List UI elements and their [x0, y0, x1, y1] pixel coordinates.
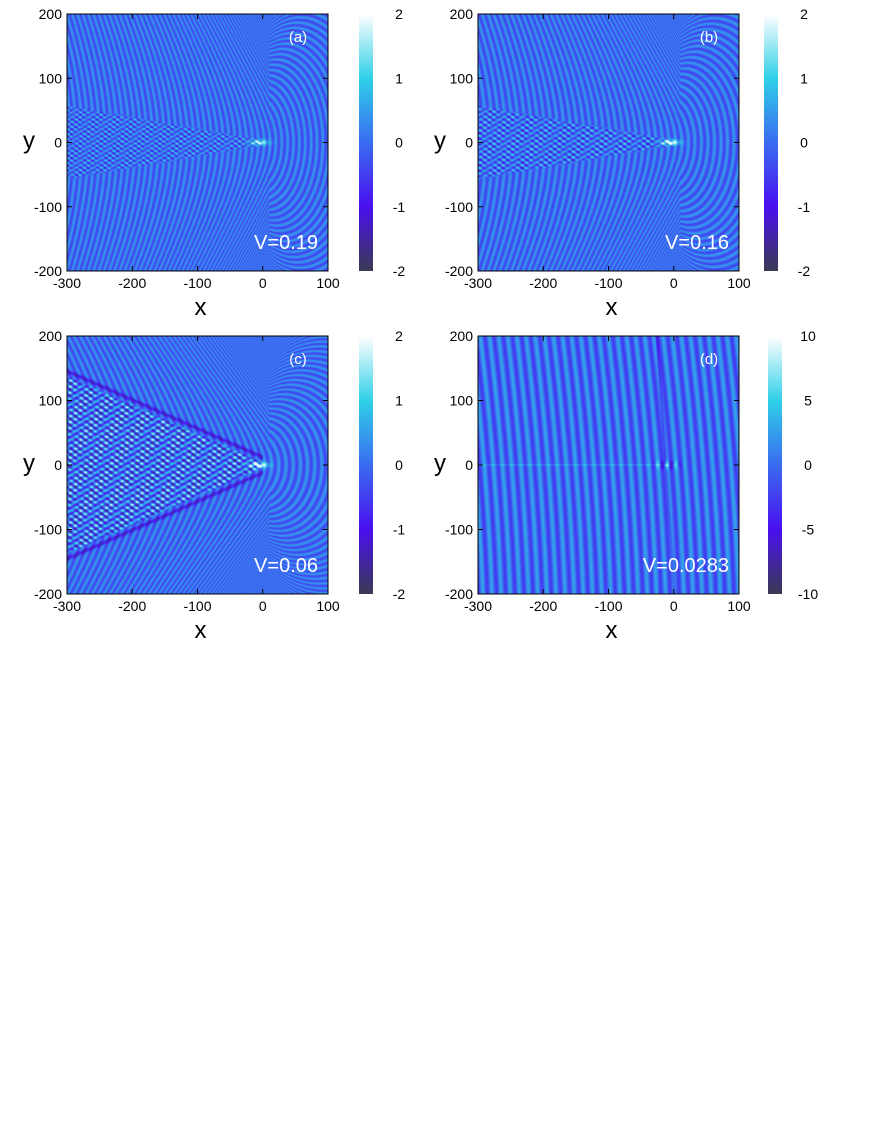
x-tick-label: -100: [183, 598, 211, 614]
colorbar-tick-label: -1: [393, 199, 406, 215]
y-tick-label: 100: [450, 70, 474, 86]
y-tick-label: 100: [450, 393, 474, 409]
y-tick-label: -100: [445, 522, 473, 538]
y-tick-label: -200: [34, 586, 62, 602]
x-axis-label: x: [195, 617, 207, 644]
figure: -300 -200 -100 0 100 200 100 0 -100 -200 x y (a) V=0.…: [23, 6, 818, 644]
panel-label: (a): [289, 29, 307, 46]
panel-d: -300 -200 -100 0 1002001000-100-200xy(d)V=0.…: [434, 328, 818, 644]
y-tick-label: 0: [465, 457, 473, 473]
x-tick-label: -300: [53, 275, 81, 291]
y-tick-label: 100: [39, 393, 63, 409]
x-tick-label: 0: [670, 598, 678, 614]
colorbar-tick-label: 5: [804, 393, 812, 409]
x-tick-label: -100: [594, 275, 622, 291]
colorbar: [764, 14, 778, 271]
y-tick-label: -100: [445, 199, 473, 215]
y-axis-label: y: [434, 128, 446, 155]
y-axis-label: y: [23, 450, 35, 477]
panel-label: (b): [700, 29, 718, 46]
x-tick-label: 100: [727, 598, 751, 614]
velocity-annotation: V=0.0283: [643, 555, 729, 577]
panel-label: (d): [700, 351, 718, 368]
x-tick-label: -300: [464, 598, 492, 614]
colorbar-tick-label: -10: [798, 586, 818, 602]
heatmap-image: [67, 14, 328, 271]
x-tick-label: 0: [259, 598, 267, 614]
y-axis-label: y: [434, 450, 446, 477]
colorbar-tick-label: 0: [800, 135, 808, 151]
y-tick-label: 200: [450, 6, 474, 22]
velocity-annotation: V=0.16: [665, 232, 729, 254]
colorbar-tick-label: -1: [798, 199, 811, 215]
figure-svg: -300 -200 -100 0 1002001000-100-200xy(a)V=0.…: [23, 6, 818, 644]
colorbar-tick-label: 0: [804, 457, 812, 473]
x-tick-label: -200: [118, 275, 146, 291]
y-tick-label: 0: [465, 135, 473, 151]
colorbar-tick-label: -2: [393, 586, 406, 602]
colorbar-tick-label: 2: [800, 6, 808, 22]
panel-c: -300 -200 -100 0 1002001000-100-200xy(c)V=0.…: [23, 328, 405, 644]
x-tick-label: -100: [183, 275, 211, 291]
heatmap-image: [478, 14, 739, 271]
colorbar-tick-label: 0: [395, 135, 403, 151]
y-tick-label: -200: [34, 263, 62, 279]
x-axis-label: x: [606, 617, 618, 644]
x-tick-label: 100: [316, 598, 340, 614]
y-tick-label: 0: [54, 457, 62, 473]
colorbar-tick-label: -1: [393, 522, 406, 538]
x-tick-label: -300: [53, 598, 81, 614]
x-tick-label: -200: [529, 275, 557, 291]
colorbar-tick-label: 0: [395, 457, 403, 473]
x-axis-label: x: [606, 294, 618, 321]
x-axis-label: x: [195, 294, 207, 321]
colorbar: [359, 336, 373, 594]
colorbar-tick-label: -2: [393, 263, 406, 279]
colorbar-tick-label: 1: [800, 70, 808, 86]
y-tick-label: 100: [39, 70, 63, 86]
heatmap-image: [478, 336, 739, 594]
panel-a: -300 -200 -100 0 1002001000-100-200xy(a)V=0.…: [23, 6, 405, 321]
panel-b: -300 -200 -100 0 1002001000-100-200xy(b)V=0.…: [434, 6, 810, 321]
x-tick-label: -100: [594, 598, 622, 614]
panel-label: (c): [289, 351, 307, 368]
y-tick-label: -200: [445, 263, 473, 279]
x-tick-label: 100: [727, 275, 751, 291]
velocity-annotation: V=0.06: [254, 555, 318, 577]
colorbar-tick-label: 2: [395, 6, 403, 22]
x-tick-label: 100: [316, 275, 340, 291]
y-tick-label: 200: [39, 328, 63, 344]
y-axis-label: y: [23, 128, 35, 155]
x-tick-label: -200: [529, 598, 557, 614]
y-tick-label: -200: [445, 586, 473, 602]
y-tick-label: -100: [34, 522, 62, 538]
colorbar-tick-label: 10: [800, 328, 816, 344]
x-tick-label: 0: [259, 275, 267, 291]
colorbar: [359, 14, 373, 271]
colorbar-tick-label: 1: [395, 393, 403, 409]
y-tick-label: -100: [34, 199, 62, 215]
colorbar-tick-label: -2: [798, 263, 811, 279]
y-tick-label: 0: [54, 135, 62, 151]
x-tick-label: -200: [118, 598, 146, 614]
y-tick-label: 200: [39, 6, 63, 22]
x-tick-label: 0: [670, 275, 678, 291]
velocity-annotation: V=0.19: [254, 232, 318, 254]
colorbar-tick-label: 1: [395, 70, 403, 86]
y-tick-label: 200: [450, 328, 474, 344]
colorbar-tick-label: -5: [802, 522, 815, 538]
colorbar-tick-label: 2: [395, 328, 403, 344]
heatmap-image: [67, 336, 328, 594]
colorbar: [768, 336, 782, 594]
x-tick-label: -300: [464, 275, 492, 291]
